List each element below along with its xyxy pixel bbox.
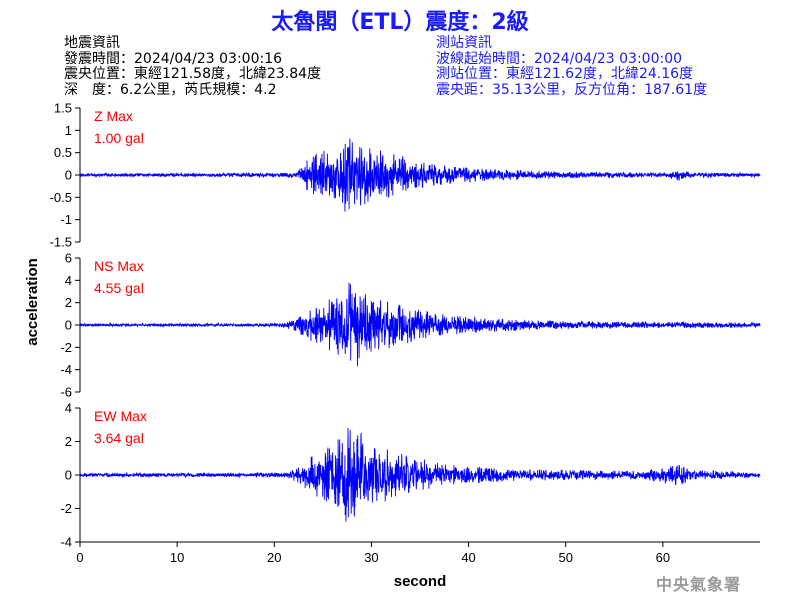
waveform-start-time: 波線起始時間：2024/04/23 03:00:00 [436, 50, 683, 67]
origin-time: 發震時間：2024/04/23 03:00:16 [64, 50, 283, 67]
event-info-heading: 地震資訊 [64, 35, 120, 51]
agency-credit: 中央氣象署 [656, 575, 742, 594]
x-axis-label: second [394, 573, 447, 590]
y-tick-label: 1 [65, 123, 72, 138]
station-info-heading: 測站資訊 [436, 35, 492, 51]
station-location: 測站位置：東經121.62度，北緯24.16度 [436, 66, 694, 82]
x-tick-label: 20 [267, 550, 281, 565]
y-axis-label: acceleration [24, 258, 41, 346]
event-info-block: 地震資訊 發震時間：2024/04/23 03:00:16 震央位置：東經121.5… [64, 35, 322, 98]
y-tick-label: 2 [65, 295, 72, 310]
y-tick-label: -1.5 [50, 235, 72, 250]
x-tick-label: 40 [461, 550, 475, 565]
x-tick-label: 30 [364, 550, 378, 565]
x-tick-label: 50 [558, 550, 572, 565]
x-tick-label: 60 [656, 550, 670, 565]
distance-azimuth: 震央距：35.13公里，反方位角：187.61度 [436, 81, 708, 98]
y-tick-label: 4 [65, 273, 72, 288]
y-tick-label: 2 [65, 434, 72, 449]
max-value: 1.00 gal [94, 130, 144, 146]
x-tick-label: 0 [76, 550, 83, 565]
waveform-trace-ns [79, 282, 761, 367]
x-tick-label: 10 [170, 550, 184, 565]
y-tick-label: 0 [65, 168, 72, 183]
epicenter-location: 震央位置：東經121.58度，北緯23.84度 [64, 66, 322, 82]
y-tick-label: 0 [65, 468, 72, 483]
y-tick-label: -0.5 [50, 190, 72, 205]
max-label: Z Max [94, 108, 133, 124]
y-tick-label: -2 [60, 340, 72, 355]
depth-magnitude: 深 度：6.2公里，芮氏規模：4.2 [64, 81, 277, 98]
chart-title: 太魯閣（ETL）震度：2級 [271, 10, 529, 35]
y-tick-label: 1.5 [54, 101, 72, 116]
y-tick-label: 6 [65, 251, 72, 266]
y-tick-label: -4 [60, 362, 72, 377]
station-info-block: 測站資訊 波線起始時間：2024/04/23 03:00:00 測站位置：東經121… [436, 35, 708, 98]
y-tick-label: -6 [60, 385, 72, 400]
y-tick-label: -2 [60, 501, 72, 516]
y-tick-label: -4 [60, 535, 72, 550]
waveform-trace-z [79, 138, 761, 212]
y-tick-label: -1 [60, 212, 72, 227]
max-value: 3.64 gal [94, 430, 144, 446]
y-tick-label: 4 [65, 401, 72, 416]
max-label: NS Max [94, 258, 144, 274]
max-value: 4.55 gal [94, 280, 144, 296]
max-label: EW Max [94, 408, 147, 424]
y-tick-label: 0.5 [54, 145, 72, 160]
waveform-trace-ew [79, 428, 761, 522]
y-tick-label: 0 [65, 318, 72, 333]
